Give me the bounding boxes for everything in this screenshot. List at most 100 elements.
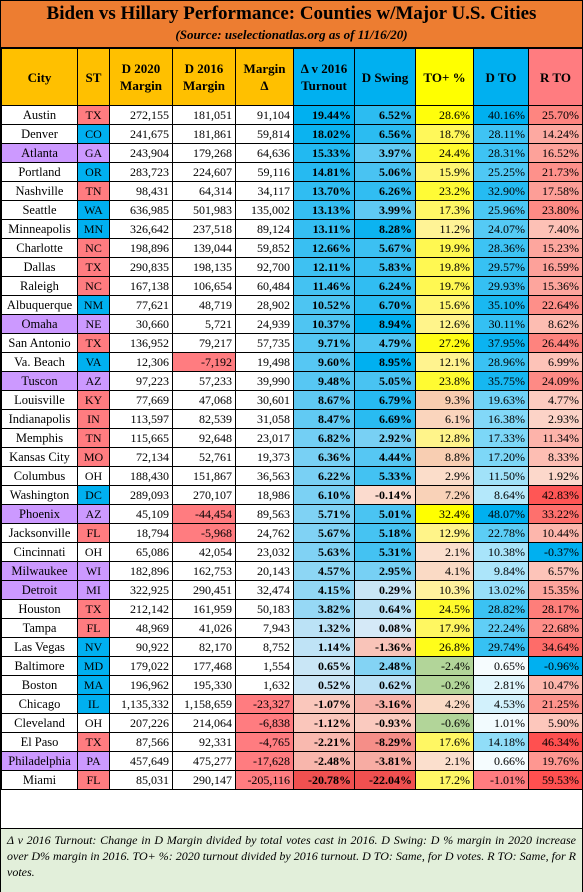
cell-to-plus: 17.6%: [415, 732, 474, 752]
cell-city: Philadelphia: [1, 751, 78, 771]
cell-r-to: 22.68%: [528, 618, 583, 638]
cell-turnout-delta: 5.67%: [293, 523, 355, 543]
cell-to-plus: -2.4%: [415, 656, 474, 676]
cell-r-to: 22.64%: [528, 295, 583, 315]
table-body: Austin TX 272,155 181,051 91,104 19.44% 6.52% 2…: [1, 105, 583, 790]
cell-turnout-delta: 5.63%: [293, 542, 355, 562]
cell-city: Boston: [1, 675, 78, 695]
cell-turnout-delta: 9.48%: [293, 371, 355, 391]
cell-to-plus: 24.4%: [415, 143, 474, 163]
cell-state: IN: [77, 409, 110, 429]
cell-margin-delta: 135,002: [235, 200, 294, 220]
cell-to-plus: 11.2%: [415, 219, 474, 239]
cell-d2020-margin: 182,896: [109, 561, 173, 581]
cell-d-swing: 8.94%: [354, 314, 416, 334]
cell-turnout-delta: 18.02%: [293, 124, 355, 144]
cell-d-to: 35.10%: [473, 295, 529, 315]
cell-d-to: 22.24%: [473, 618, 529, 638]
cell-state: GA: [77, 143, 110, 163]
cell-d2020-margin: 90,922: [109, 637, 173, 657]
table-row: El Paso TX 87,566 92,331 -4,765 -2.21% -8.29% 1…: [1, 732, 583, 752]
cell-d2016-margin: 181,051: [172, 105, 236, 125]
cell-d-to: 29.57%: [473, 257, 529, 277]
cell-city: Memphis: [1, 428, 78, 448]
cell-state: TX: [77, 732, 110, 752]
cell-city: Seattle: [1, 200, 78, 220]
cell-city: Nashville: [1, 181, 78, 201]
cell-d2020-margin: 77,669: [109, 390, 173, 410]
cell-margin-delta: 8,752: [235, 637, 294, 657]
cell-d2020-margin: 188,430: [109, 466, 173, 486]
cell-to-plus: 32.4%: [415, 504, 474, 524]
cell-r-to: 25.70%: [528, 105, 583, 125]
cell-margin-delta: 89,124: [235, 219, 294, 239]
cell-d-swing: 0.62%: [354, 675, 416, 695]
cell-d-to: 0.65%: [473, 656, 529, 676]
cell-city: Dallas: [1, 257, 78, 277]
cell-margin-delta: 39,990: [235, 371, 294, 391]
cell-d-to: 1.01%: [473, 713, 529, 733]
cell-state: TX: [77, 333, 110, 353]
cell-state: NE: [77, 314, 110, 334]
cell-d2020-margin: 179,022: [109, 656, 173, 676]
cell-d-swing: 5.18%: [354, 523, 416, 543]
cell-d-swing: 6.69%: [354, 409, 416, 429]
cell-r-to: 19.76%: [528, 751, 583, 771]
cell-state: FL: [77, 523, 110, 543]
table-row: Las Vegas NV 90,922 82,170 8,752 1.14% -1.36% 2…: [1, 637, 583, 657]
cell-d2016-margin: 290,451: [172, 580, 236, 600]
cell-d-to: 16.38%: [473, 409, 529, 429]
cell-d-to: 2.81%: [473, 675, 529, 695]
data-table: City ST D 2020 Margin D 2016 Margin Marg…: [1, 48, 583, 790]
cell-city: Jacksonville: [1, 523, 78, 543]
cell-turnout-delta: -2.48%: [293, 751, 355, 771]
cell-d2020-margin: 115,665: [109, 428, 173, 448]
header-row: City ST D 2020 Margin D 2016 Margin Marg…: [1, 48, 583, 106]
cell-turnout-delta: 12.66%: [293, 238, 355, 258]
cell-r-to: 24.09%: [528, 371, 583, 391]
cell-d2016-margin: 1,158,659: [172, 694, 236, 714]
cell-state: NC: [77, 238, 110, 258]
cell-d2020-margin: 241,675: [109, 124, 173, 144]
cell-state: FL: [77, 618, 110, 638]
cell-d-swing: 8.28%: [354, 219, 416, 239]
cell-d2016-margin: 106,654: [172, 276, 236, 296]
cell-to-plus: 17.2%: [415, 770, 474, 790]
cell-margin-delta: -6,838: [235, 713, 294, 733]
cell-d2016-margin: 198,135: [172, 257, 236, 277]
cell-state: TN: [77, 181, 110, 201]
cell-d-to: 28.31%: [473, 143, 529, 163]
cell-d2016-margin: 237,518: [172, 219, 236, 239]
cell-to-plus: 17.3%: [415, 200, 474, 220]
cell-state: OH: [77, 466, 110, 486]
cell-r-to: 59.53%: [528, 770, 583, 790]
cell-d-to: 4.53%: [473, 694, 529, 714]
cell-state: MN: [77, 219, 110, 239]
cell-d2020-margin: 283,723: [109, 162, 173, 182]
cell-margin-delta: 23,017: [235, 428, 294, 448]
cell-r-to: 33.22%: [528, 504, 583, 524]
cell-margin-delta: 64,636: [235, 143, 294, 163]
cell-to-plus: -0.2%: [415, 675, 474, 695]
cell-d-swing: 0.08%: [354, 618, 416, 638]
cell-margin-delta: 1,554: [235, 656, 294, 676]
cell-d2020-margin: 85,031: [109, 770, 173, 790]
cell-margin-delta: 91,104: [235, 105, 294, 125]
cell-d2020-margin: 77,621: [109, 295, 173, 315]
cell-d-to: 10.38%: [473, 542, 529, 562]
cell-city: Cleveland: [1, 713, 78, 733]
cell-margin-delta: 20,143: [235, 561, 294, 581]
cell-d2020-margin: 48,969: [109, 618, 173, 638]
cell-city: Tampa: [1, 618, 78, 638]
cell-r-to: 6.57%: [528, 561, 583, 581]
cell-d2016-margin: 92,331: [172, 732, 236, 752]
cell-margin-delta: 1,632: [235, 675, 294, 695]
cell-d-to: 29.93%: [473, 276, 529, 296]
cell-r-to: 26.44%: [528, 333, 583, 353]
cell-margin-delta: 59,116: [235, 162, 294, 182]
cell-d-swing: 8.95%: [354, 352, 416, 372]
cell-d-swing: 5.83%: [354, 257, 416, 277]
cell-r-to: 23.80%: [528, 200, 583, 220]
cell-turnout-delta: 6.36%: [293, 447, 355, 467]
